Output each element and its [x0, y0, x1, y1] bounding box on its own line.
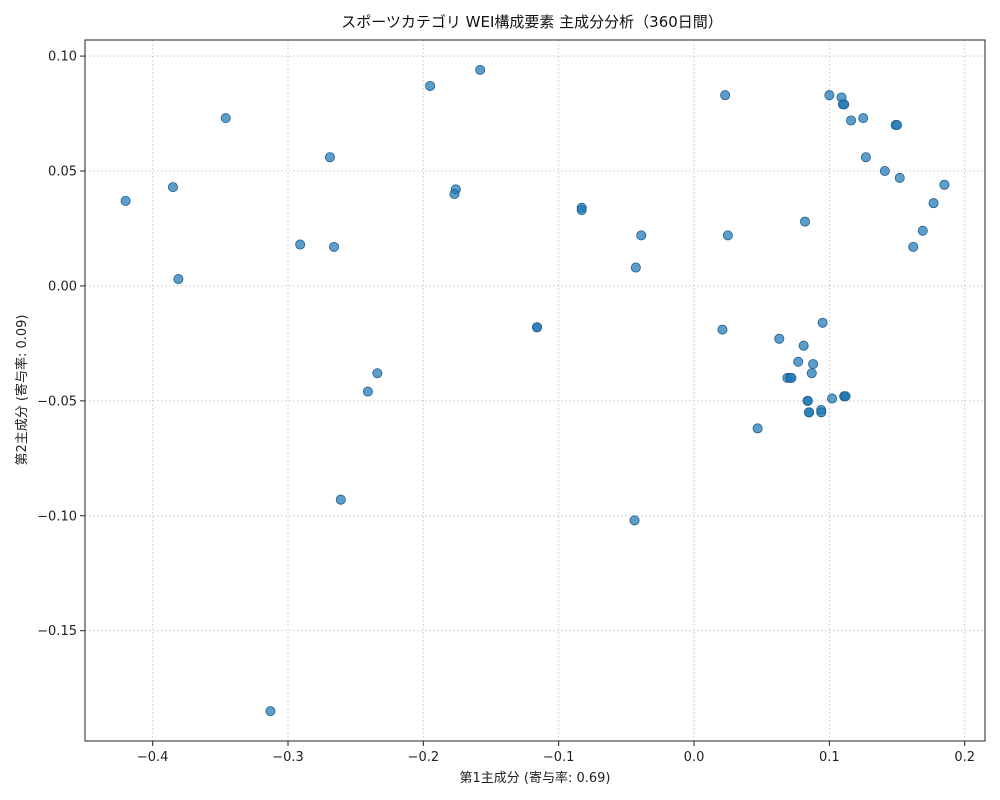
- scatter-point: [802, 395, 813, 406]
- scatter-point: [329, 241, 340, 252]
- scatter-point: [335, 494, 346, 505]
- x-tick-label: 0.0: [684, 750, 705, 765]
- scatter-point: [800, 216, 811, 227]
- points-layer: [120, 64, 950, 717]
- y-axis-label: 第2主成分 (寄与率: 0.09): [14, 314, 30, 465]
- scatter-point: [717, 324, 728, 335]
- y-tick-label: 0.05: [48, 165, 77, 180]
- x-tick-label: 0.1: [819, 750, 840, 765]
- x-tick-label: −0.3: [272, 750, 304, 765]
- scatter-point: [894, 172, 905, 183]
- scatter-point: [824, 90, 835, 101]
- scatter-point: [295, 239, 306, 250]
- scatter-point: [324, 152, 335, 163]
- scatter-point: [629, 515, 640, 526]
- y-tick-label: 0.00: [48, 279, 77, 294]
- scatter-point: [722, 230, 733, 241]
- scatter-point: [475, 64, 486, 75]
- scatter-point: [917, 225, 928, 236]
- scatter-point: [532, 322, 543, 333]
- scatter-point: [827, 393, 838, 404]
- chart-title: スポーツカテゴリ WEI構成要素 主成分分析（360日間）: [341, 13, 723, 31]
- scatter-point: [449, 188, 460, 199]
- scatter-point: [774, 333, 785, 344]
- scatter-point: [808, 359, 819, 370]
- scatter-point: [173, 274, 184, 285]
- scatter-point: [908, 241, 919, 252]
- scatter-point: [167, 182, 178, 193]
- scatter-point: [806, 368, 817, 379]
- scatter-point: [752, 423, 763, 434]
- scatter-point: [120, 195, 131, 206]
- x-tick-label: −0.2: [408, 750, 440, 765]
- plot-frame: [84, 39, 986, 742]
- scatter-point: [362, 386, 373, 397]
- x-tick-label: 0.2: [954, 750, 975, 765]
- x-axis-label: 第1主成分 (寄与率: 0.69): [459, 770, 610, 786]
- x-tick-label: −0.1: [543, 750, 575, 765]
- x-axis-ticks: −0.4 −0.3 −0.2 −0.1 0.0 0.1 0.2: [137, 741, 975, 765]
- scatter-point: [630, 262, 641, 273]
- x-tick-label: −0.4: [137, 750, 169, 765]
- scatter-point: [793, 356, 804, 367]
- scatter-point: [839, 99, 850, 110]
- scatter-point: [817, 317, 828, 328]
- scatter-point: [860, 152, 871, 163]
- scatter-point: [804, 407, 815, 418]
- scatter-point: [786, 372, 797, 383]
- scatter-point: [220, 113, 231, 124]
- scatter-point: [720, 90, 731, 101]
- scatter-point: [576, 205, 587, 216]
- scatter-point: [846, 115, 857, 126]
- scatter-point: [928, 198, 939, 209]
- scatter-point: [425, 80, 436, 91]
- scatter-point: [879, 166, 890, 177]
- scatter-point: [892, 120, 903, 131]
- scatter-point: [265, 706, 276, 717]
- y-axis-ticks: 0.10 0.05 0.00 −0.05 −0.10 −0.15: [37, 50, 85, 639]
- scatter-point: [372, 368, 383, 379]
- scatter-point: [798, 340, 809, 351]
- scatter-point: [939, 179, 950, 190]
- scatter-point: [858, 113, 869, 124]
- y-tick-label: −0.05: [37, 394, 77, 409]
- scatter-point: [816, 407, 827, 418]
- scatter-point: [636, 230, 647, 241]
- y-tick-label: −0.10: [37, 509, 77, 524]
- scatter-point: [840, 391, 851, 402]
- grid-layer: [85, 40, 985, 741]
- y-tick-label: 0.10: [48, 50, 77, 65]
- y-tick-label: −0.15: [37, 624, 77, 639]
